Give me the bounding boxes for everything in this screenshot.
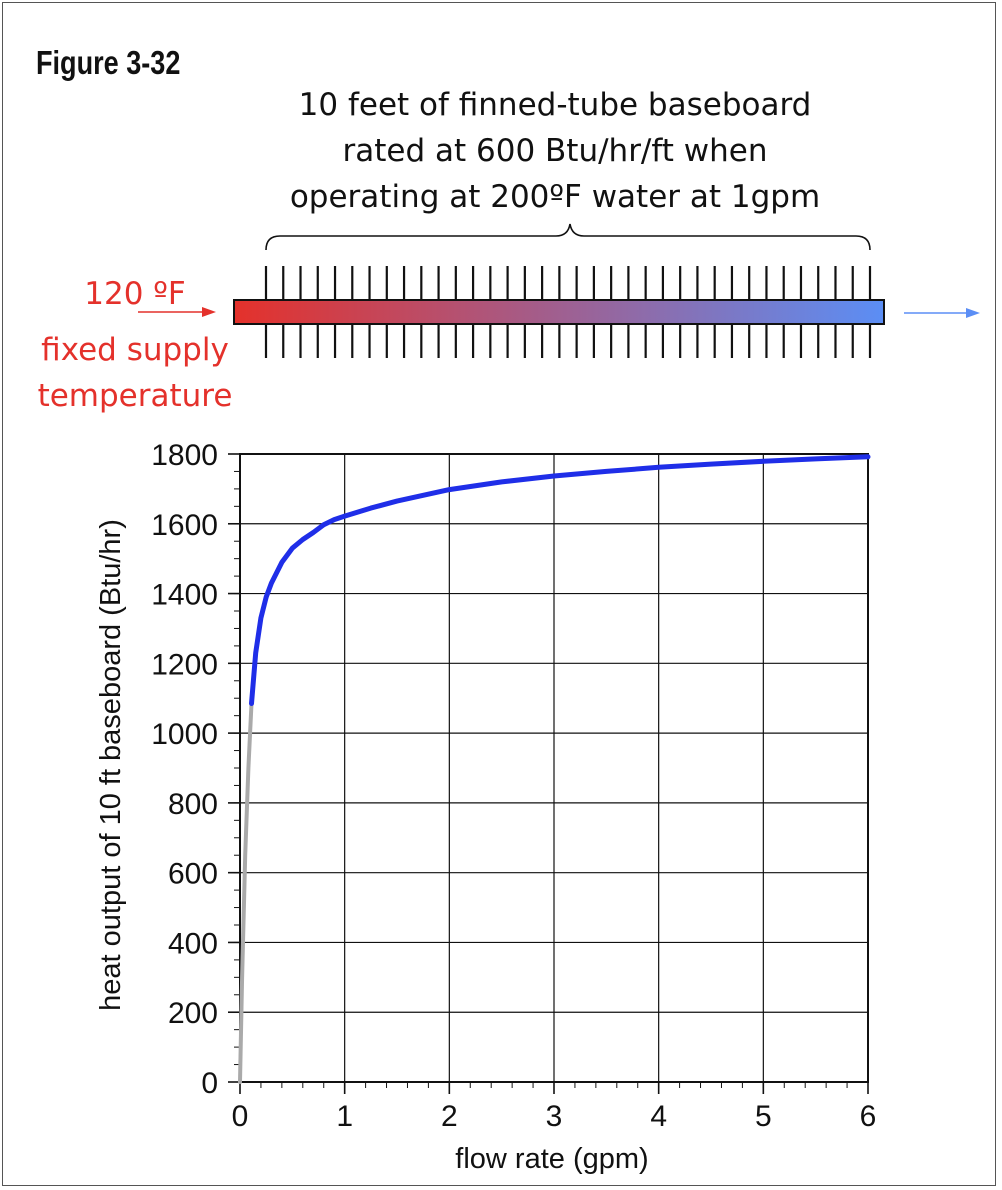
inlet-arrow: [138, 307, 216, 317]
supply-label-line: fixed supply: [41, 332, 229, 368]
baseboard-diagram: [138, 223, 980, 358]
caption-line: 10 feet of finned-tube baseboard: [298, 87, 812, 123]
finned-tube: [233, 299, 885, 325]
figure-label: Figure 3-32: [36, 44, 181, 81]
supply-label-line: temperature: [37, 378, 233, 414]
caption-line: operating at 200ºF water at 1gpm: [289, 179, 821, 215]
baseboard-caption: 10 feet of finned-tube baseboard rated a…: [230, 82, 880, 220]
outlet-arrow: [904, 308, 980, 318]
caption-line: rated at 600 Btu/hr/ft when: [342, 133, 768, 169]
caption-brace: [265, 223, 871, 251]
supply-temperature: 120 ºF: [84, 276, 186, 312]
